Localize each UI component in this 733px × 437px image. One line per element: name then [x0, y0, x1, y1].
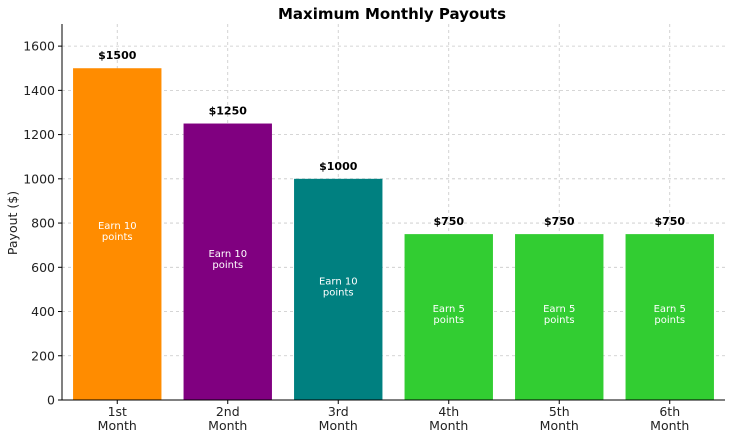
bars	[73, 68, 714, 400]
bar	[183, 123, 272, 400]
bar	[294, 178, 383, 400]
bar-inner-label: Earn 10 points	[319, 276, 358, 298]
y-tick-label: 0	[47, 393, 55, 408]
x-tick-label: 1st Month	[98, 404, 137, 433]
bar-value-label: $1500	[98, 49, 137, 62]
labels: 0 200 400 600 800 1000 1200 1400 1600 $1500 Earn 1…	[23, 39, 689, 433]
x-tick-label: 3rd Month	[319, 404, 358, 433]
chart-title: Maximum Monthly Payouts	[278, 5, 506, 23]
y-tick-label: 1000	[23, 171, 55, 186]
y-tick-label: 1400	[23, 83, 55, 98]
x-tick-label: 5th Month	[540, 404, 579, 433]
bar-inner-label: Earn 5 points	[654, 304, 686, 326]
y-axis-label: Payout ($)	[5, 191, 20, 255]
y-tick-label: 400	[31, 304, 55, 319]
bar-inner-label: Earn 5 points	[543, 304, 575, 326]
x-tick-label: 6th Month	[650, 404, 689, 433]
bar-value-label: $750	[654, 215, 685, 228]
bar	[625, 234, 714, 400]
bar-inner-label: Earn 5 points	[433, 304, 465, 326]
bar-inner-label: Earn 10 points	[98, 221, 137, 243]
y-tick-label: 800	[31, 216, 55, 231]
bar-value-label: $1000	[319, 160, 358, 173]
bar-value-label: $750	[433, 215, 464, 228]
x-tick-label: 4th Month	[429, 404, 468, 433]
bar	[73, 68, 162, 400]
y-tick-label: 200	[31, 348, 55, 363]
x-tick-label: 2nd Month	[208, 404, 247, 433]
y-tick-label: 1600	[23, 39, 55, 54]
bar-value-label: $750	[544, 215, 575, 228]
y-tick-label: 1200	[23, 127, 55, 142]
bar	[515, 234, 604, 400]
bar	[404, 234, 493, 400]
y-tick-label: 600	[31, 260, 55, 275]
bar-value-label: $1250	[209, 105, 248, 118]
bar-inner-label: Earn 10 points	[208, 249, 247, 271]
axes	[58, 24, 725, 404]
